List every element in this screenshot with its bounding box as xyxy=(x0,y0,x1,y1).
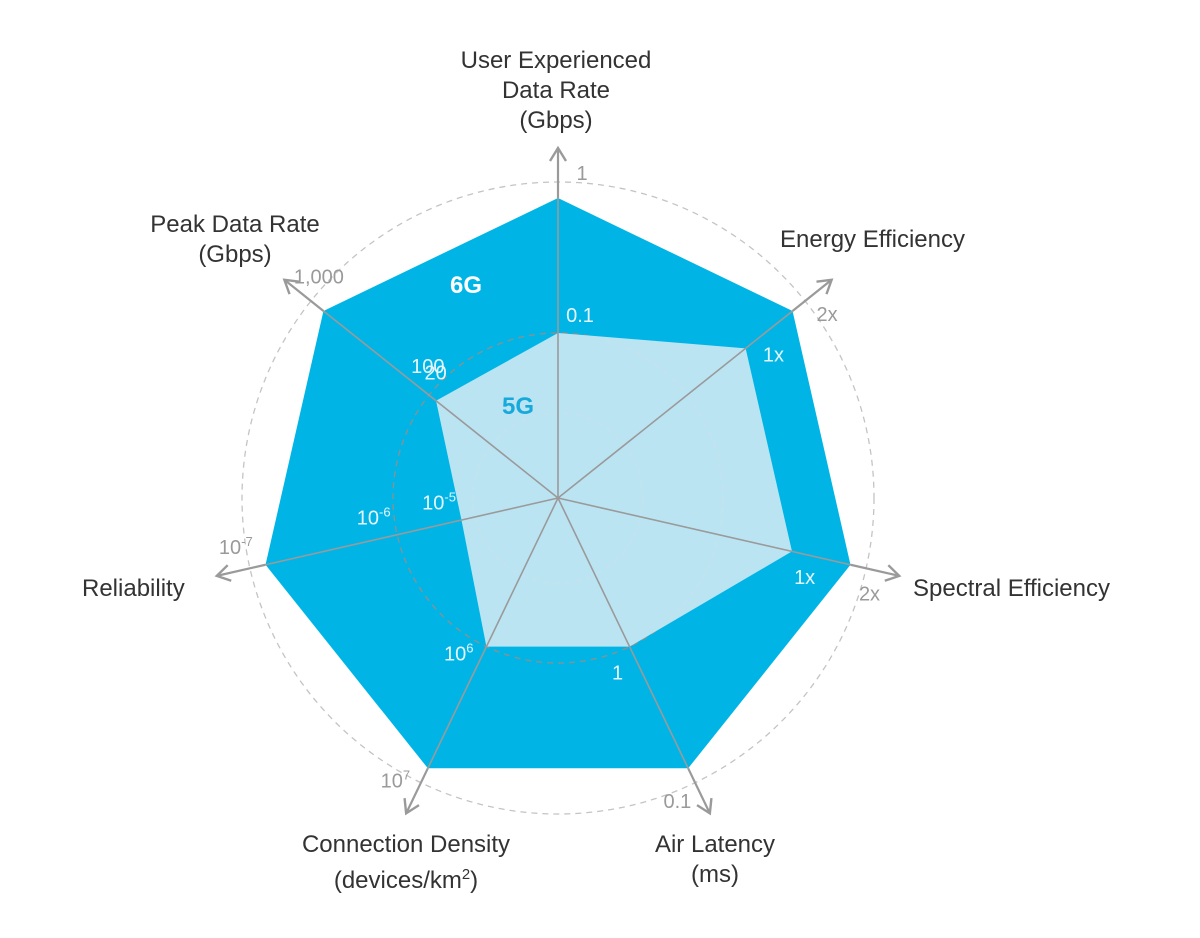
axis-extension-spectral xyxy=(850,563,900,577)
axis-label-air-latency: Air Latency (ms) xyxy=(654,831,776,888)
axis-line-energy xyxy=(557,310,794,499)
axis-line-spectral xyxy=(557,497,851,566)
tick-6g-density: 107 xyxy=(381,767,410,792)
axis-label-user-experienced-data-rate: User Experienced Data Rate (Gbps) xyxy=(460,47,652,134)
tick-5g-peak: 20 xyxy=(425,362,447,384)
axis-arrow-user xyxy=(548,145,568,162)
axis-label-peak-data-rate: Peak Data Rate (Gbps) xyxy=(150,211,320,268)
axis-extension-peak xyxy=(283,278,325,312)
axis-line-reliability xyxy=(265,497,559,566)
axis-line-density xyxy=(427,497,559,769)
axis-extension-latency xyxy=(687,767,711,814)
tick-mid-peak: 100 xyxy=(411,356,444,378)
axis-extension-energy xyxy=(791,278,833,312)
tick-5g-user: 0.1 xyxy=(566,305,594,327)
tick-5g-spectral: 1x xyxy=(794,567,815,589)
tick-6g-latency: 0.1 xyxy=(663,791,691,813)
tick-6g-reliability: 10-7 xyxy=(219,534,253,559)
axis-arrow-latency xyxy=(696,798,713,816)
axis-arrow-energy xyxy=(816,278,834,295)
axis-label-reliability: Reliability xyxy=(82,575,185,602)
tick-5g-latency: 1 xyxy=(612,662,623,684)
axis-extension-density xyxy=(405,767,429,814)
density-unit: (devices/km2) xyxy=(333,867,479,894)
axis-arrow-spectral xyxy=(884,564,902,582)
tick-6g-user: 1 xyxy=(576,163,587,185)
tick-5g-energy: 1x xyxy=(763,344,784,366)
axis-line-peak xyxy=(322,310,559,499)
axis-arrow-reliability xyxy=(214,564,232,582)
series-label-6g: 6G xyxy=(450,272,483,299)
axis-line-latency xyxy=(557,497,689,769)
tick-6g-peak: 1,000 xyxy=(294,267,344,289)
axis-arrow-peak xyxy=(282,278,300,295)
axis-extension-reliability xyxy=(216,563,266,577)
axis-label-spectral-efficiency: Spectral Efficiency xyxy=(913,575,1110,602)
tick-6g-spectral: 2x xyxy=(859,584,880,606)
axis-label-connection-density: Connection Density (devices/km2) xyxy=(301,831,511,894)
axis-arrow-density xyxy=(403,798,420,816)
series-label-5g: 5G xyxy=(502,393,535,420)
tick-6g-energy: 2x xyxy=(816,304,837,326)
axis-label-energy-efficiency: Energy Efficiency xyxy=(780,226,965,253)
